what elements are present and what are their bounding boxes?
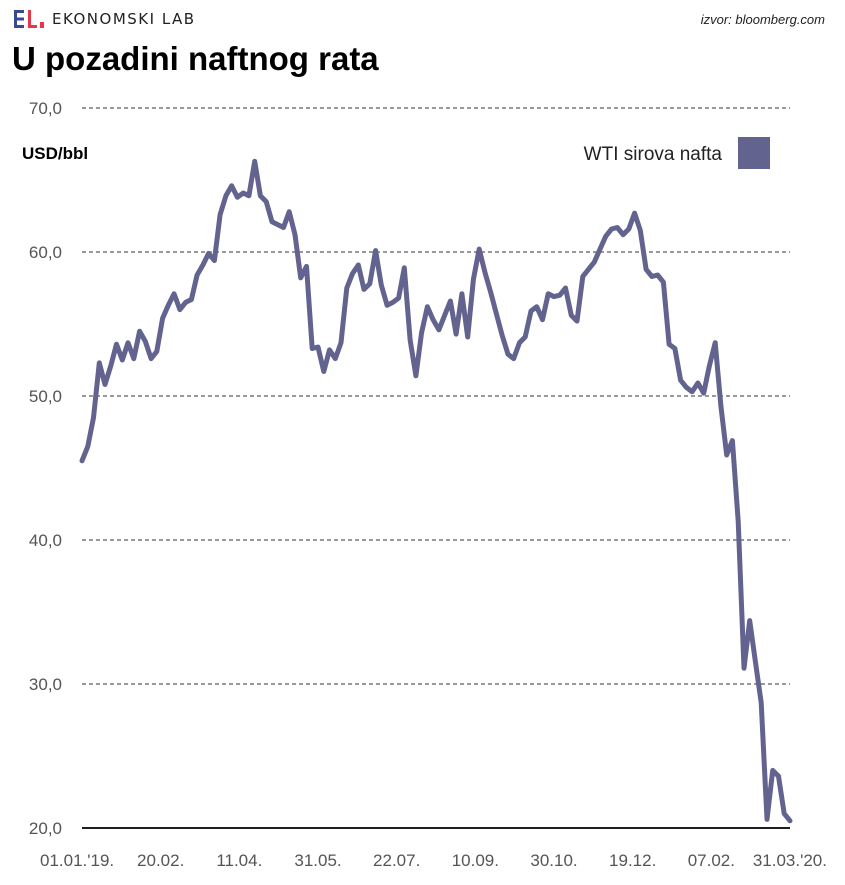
x-tick-label: 31.03.'20. xyxy=(753,851,827,870)
x-tick-label: 07.02. xyxy=(688,851,735,870)
x-tick-label: 19.12. xyxy=(609,851,656,870)
x-tick-label: 22.07. xyxy=(373,851,420,870)
y-tick-label: 50,0 xyxy=(29,387,62,406)
x-tick-label: 01.01.'19. xyxy=(40,851,114,870)
x-tick-label: 11.04. xyxy=(216,851,262,870)
x-tick-label: 20.02. xyxy=(137,851,184,870)
legend-swatch xyxy=(738,137,770,169)
x-tick-label: 10.09. xyxy=(452,851,499,870)
ekonomski-lab-logo-icon xyxy=(14,10,44,28)
page-title: U pozadini naftnog rata xyxy=(12,40,379,77)
y-axis-ticks: 20,0 30,0 40,0 50,0 60,0 70,0 xyxy=(29,99,62,838)
y-tick-label: 40,0 xyxy=(29,531,62,550)
x-tick-label: 30.10. xyxy=(530,851,577,870)
brand-logo: EKONOMSKI LAB xyxy=(14,10,196,28)
y-tick-label: 20,0 xyxy=(29,819,62,838)
y-axis-unit-label: USD/bbl xyxy=(22,144,88,163)
x-tick-label: 31.05. xyxy=(294,851,341,870)
legend-label: WTI sirova nafta xyxy=(584,144,723,165)
y-tick-label: 70,0 xyxy=(29,99,62,118)
brand-name: EKONOMSKI LAB xyxy=(52,10,196,28)
y-tick-label: 60,0 xyxy=(29,243,62,262)
source-note: izvor: bloomberg.com xyxy=(700,12,825,27)
legend: WTI sirova nafta xyxy=(584,137,770,169)
x-axis-ticks: 01.01.'19. 20.02. 11.04. 31.05. 22.07. 10.09.… xyxy=(40,851,827,870)
series-line-wti xyxy=(79,158,793,824)
grid-lines xyxy=(82,107,790,685)
y-tick-label: 30,0 xyxy=(29,675,62,694)
